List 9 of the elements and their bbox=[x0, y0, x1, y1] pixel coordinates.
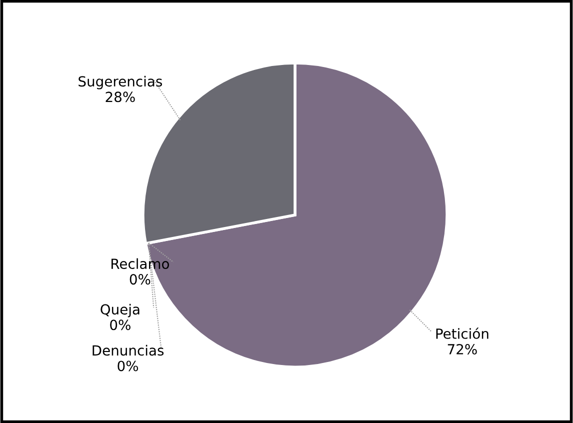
text: 0% bbox=[118, 360, 138, 372]
slice-label: Sugerencias bbox=[78, 76, 162, 90]
slice-label: Petición bbox=[436, 328, 488, 339]
data-label: 72% bbox=[448, 344, 477, 354]
text: 0% bbox=[110, 320, 130, 330]
text: 0% bbox=[130, 274, 150, 285]
data-label: 28% bbox=[106, 92, 135, 102]
category-label: Denuncias bbox=[92, 344, 164, 356]
category-label: Queja bbox=[100, 304, 140, 318]
